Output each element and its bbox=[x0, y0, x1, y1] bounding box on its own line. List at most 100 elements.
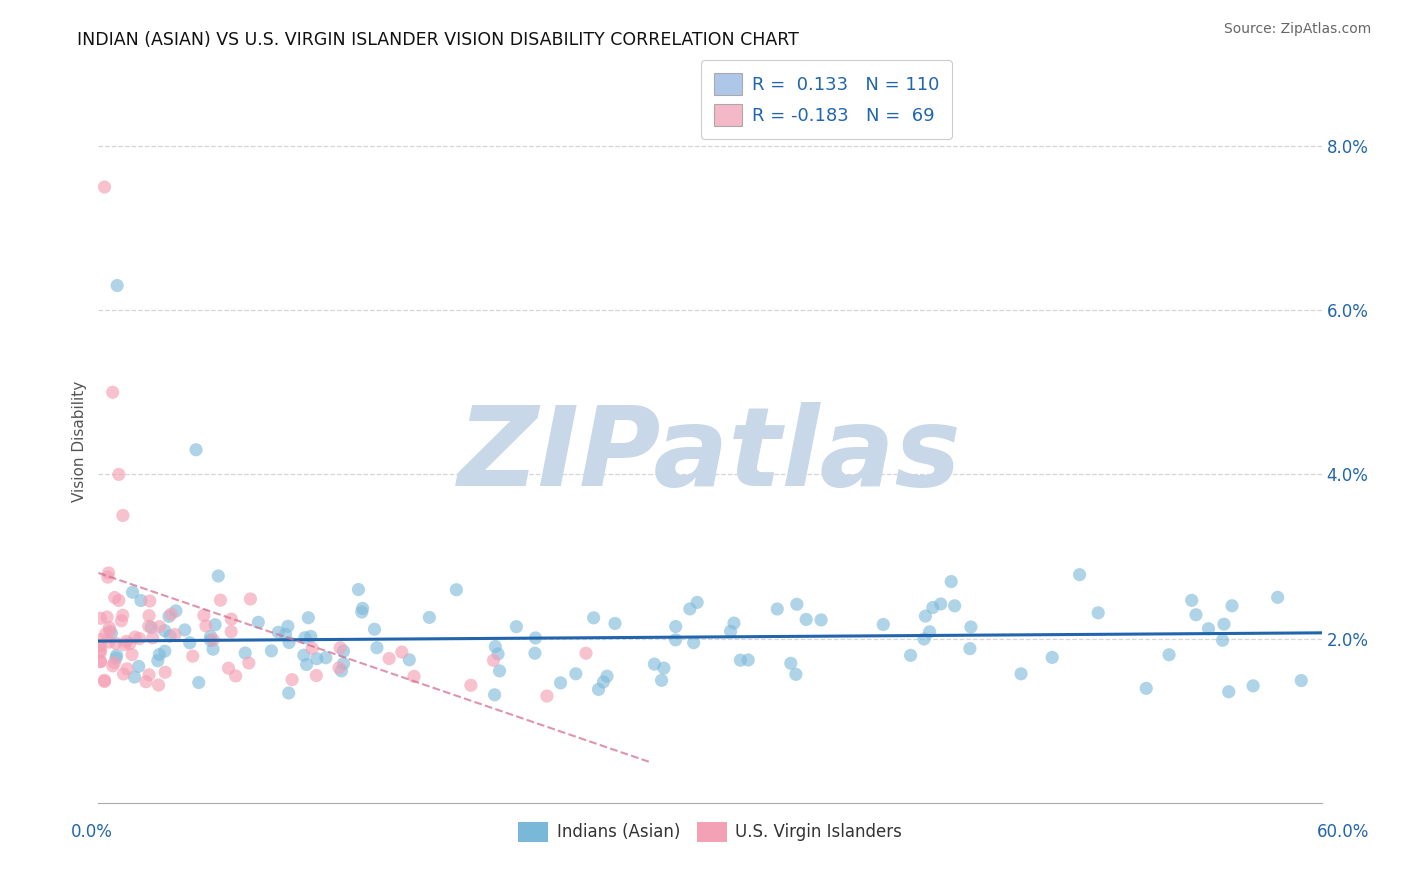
Point bbox=[219, 624, 242, 639]
Point bbox=[128, 659, 150, 673]
Point bbox=[1040, 650, 1063, 665]
Point bbox=[97, 635, 120, 649]
Point bbox=[305, 651, 328, 665]
Point bbox=[794, 612, 817, 626]
Point bbox=[194, 619, 217, 633]
Point bbox=[202, 642, 225, 657]
Point bbox=[315, 650, 337, 665]
Point bbox=[202, 632, 225, 647]
Point bbox=[181, 649, 204, 664]
Point bbox=[221, 612, 243, 626]
Point bbox=[292, 648, 315, 663]
Point bbox=[128, 632, 150, 646]
Legend: Indians (Asian), U.S. Virgin Islanders: Indians (Asian), U.S. Virgin Islanders bbox=[512, 815, 908, 848]
Point bbox=[267, 625, 290, 640]
Point bbox=[260, 644, 283, 658]
Point bbox=[108, 593, 131, 607]
Point bbox=[943, 599, 966, 613]
Point bbox=[779, 657, 801, 671]
Point bbox=[330, 664, 353, 678]
Point bbox=[665, 619, 688, 633]
Point bbox=[209, 593, 232, 607]
Point bbox=[588, 682, 610, 697]
Point bbox=[1220, 599, 1243, 613]
Point bbox=[679, 602, 702, 616]
Point bbox=[138, 608, 160, 623]
Point bbox=[200, 630, 222, 644]
Point bbox=[101, 658, 124, 673]
Point bbox=[1291, 673, 1313, 688]
Point bbox=[96, 610, 118, 624]
Text: INDIAN (ASIAN) VS U.S. VIRGIN ISLANDER VISION DISABILITY CORRELATION CHART: INDIAN (ASIAN) VS U.S. VIRGIN ISLANDER V… bbox=[77, 31, 799, 49]
Point bbox=[153, 624, 176, 638]
Point bbox=[723, 616, 745, 631]
Point bbox=[596, 669, 619, 683]
Text: 0.0%: 0.0% bbox=[70, 822, 112, 840]
Point bbox=[278, 635, 301, 649]
Point bbox=[121, 585, 143, 599]
Point bbox=[200, 633, 222, 648]
Point bbox=[295, 657, 318, 672]
Point bbox=[929, 597, 952, 611]
Point bbox=[1135, 681, 1157, 696]
Point bbox=[114, 638, 136, 652]
Point bbox=[204, 617, 226, 632]
Point bbox=[141, 620, 163, 634]
Point bbox=[139, 594, 162, 608]
Point bbox=[720, 624, 742, 639]
Point bbox=[124, 670, 146, 684]
Point bbox=[686, 595, 709, 609]
Point bbox=[148, 619, 170, 633]
Point bbox=[111, 508, 134, 523]
Point bbox=[146, 654, 169, 668]
Point bbox=[652, 661, 675, 675]
Point bbox=[115, 662, 138, 676]
Point bbox=[155, 665, 177, 680]
Point bbox=[187, 675, 209, 690]
Point bbox=[921, 600, 943, 615]
Point bbox=[1069, 567, 1091, 582]
Point bbox=[89, 645, 111, 659]
Point bbox=[297, 611, 319, 625]
Point bbox=[294, 631, 316, 645]
Point bbox=[1267, 591, 1289, 605]
Point bbox=[785, 667, 807, 681]
Point bbox=[484, 640, 506, 654]
Point bbox=[184, 442, 207, 457]
Point bbox=[651, 673, 673, 688]
Point bbox=[332, 657, 354, 671]
Point bbox=[148, 678, 170, 692]
Point bbox=[350, 605, 373, 619]
Text: Source: ZipAtlas.com: Source: ZipAtlas.com bbox=[1223, 22, 1371, 37]
Point bbox=[104, 636, 127, 650]
Point bbox=[112, 667, 135, 681]
Point bbox=[505, 620, 527, 634]
Point bbox=[603, 616, 626, 631]
Point bbox=[918, 624, 941, 639]
Point bbox=[682, 635, 704, 649]
Point bbox=[363, 622, 385, 636]
Point bbox=[1218, 685, 1240, 699]
Point bbox=[89, 643, 111, 657]
Point bbox=[159, 629, 181, 643]
Point bbox=[1185, 607, 1208, 622]
Point bbox=[233, 646, 256, 660]
Point bbox=[941, 574, 963, 589]
Point bbox=[105, 278, 128, 293]
Point bbox=[418, 610, 440, 624]
Point bbox=[121, 648, 143, 662]
Point bbox=[575, 646, 598, 660]
Point bbox=[173, 623, 195, 637]
Point bbox=[115, 634, 138, 648]
Point bbox=[730, 653, 752, 667]
Point bbox=[664, 632, 686, 647]
Point bbox=[160, 607, 183, 621]
Point bbox=[329, 640, 352, 655]
Point bbox=[460, 678, 482, 692]
Point bbox=[402, 669, 425, 683]
Point bbox=[101, 385, 124, 400]
Point bbox=[239, 591, 262, 606]
Point bbox=[97, 570, 120, 584]
Point bbox=[274, 627, 297, 641]
Point bbox=[104, 591, 127, 605]
